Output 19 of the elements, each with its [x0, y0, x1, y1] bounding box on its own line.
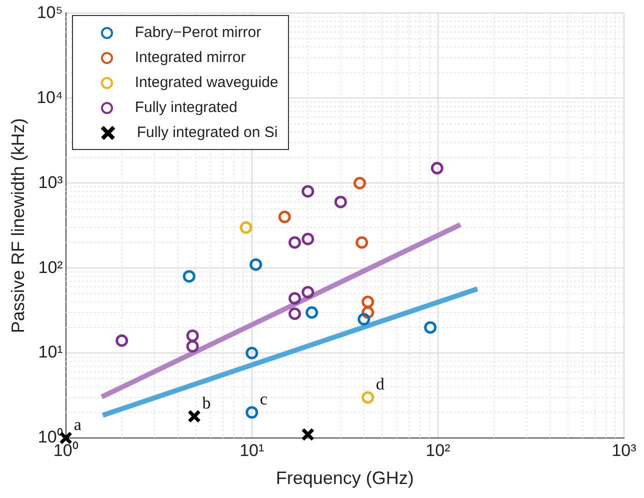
- annotation: a: [74, 414, 82, 434]
- annotation: c: [260, 389, 268, 408]
- x-tick-label: 10¹: [240, 440, 264, 460]
- y-tick-label: 10²: [38, 258, 64, 277]
- x-tick-label: 10³: [612, 440, 637, 460]
- x-tick-label: 10²: [426, 440, 451, 460]
- x-axis-title: Frequency (GHz): [276, 468, 414, 488]
- y-tick-label: 10¹: [38, 342, 64, 362]
- annotation: b: [202, 393, 211, 412]
- legend-label: Fabry−Perot mirror: [134, 24, 262, 42]
- legend-label: Integrated waveguide: [134, 74, 278, 92]
- legend-label: Integrated mirror: [134, 49, 246, 66]
- legend-label: Fully integrated on Si: [136, 124, 278, 142]
- y-tick-label: 10⁵: [36, 2, 63, 22]
- legend-label: Fully integrated: [134, 99, 238, 116]
- y-axis-title: Passive RF linewidth (kHz): [8, 118, 28, 334]
- y-tick-label: 10⁴: [36, 88, 63, 107]
- y-tick-label: 10³: [38, 172, 64, 192]
- annotation: d: [376, 374, 385, 394]
